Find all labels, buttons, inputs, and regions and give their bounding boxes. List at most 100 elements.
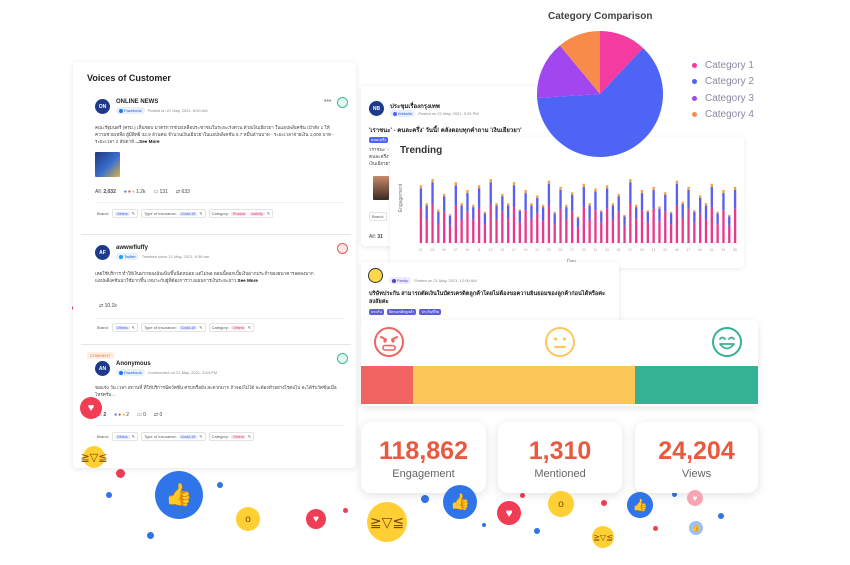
bar-segment <box>605 208 609 243</box>
bar-segment <box>600 210 603 212</box>
brand-tag-select[interactable]: Others ✎ <box>111 432 138 441</box>
bar-segment <box>588 203 591 206</box>
post-item[interactable]: ON ONLINE NEWS Facebook Posted on 21 May… <box>95 97 350 177</box>
bar-segment <box>460 205 463 220</box>
post-meta: Tweeted since 21 May, 2021, 9:38 am <box>141 254 210 259</box>
bar-segment <box>617 211 620 243</box>
bar-segment <box>733 189 737 209</box>
bar-segment <box>419 185 423 189</box>
insurance-tag-select[interactable]: Type of Insurance: Covid-19 ✎ <box>140 432 206 441</box>
sentiment-card <box>361 320 758 406</box>
insurance-tag-select[interactable]: Type of Insurance: Covid-19 ✎ <box>140 323 206 332</box>
bar-segment <box>635 207 638 220</box>
bar-segment <box>507 218 510 243</box>
bar-segment <box>507 205 510 219</box>
bar-segment <box>710 186 713 208</box>
see-more-link[interactable]: ...See More <box>135 139 160 144</box>
bar-segment <box>623 216 626 226</box>
see-more-link[interactable]: See More <box>237 278 258 283</box>
decor-dot <box>601 500 607 506</box>
negative-segment <box>361 366 413 404</box>
x-tick-label: 25 <box>558 248 562 252</box>
like-reaction-icon: 👍 <box>443 485 477 519</box>
bar-segment <box>565 207 568 220</box>
category-tag-select[interactable]: Category: Product Activity ✎ <box>208 209 274 218</box>
edit-icon: ✎ <box>199 325 203 330</box>
post-thumbnail[interactable] <box>95 152 120 177</box>
trending-title: Trending <box>400 145 443 156</box>
bar-segment <box>681 204 684 219</box>
bar-segment <box>594 210 597 243</box>
negative-sentiment-icon <box>337 243 348 254</box>
bar-segment <box>454 182 457 186</box>
insurance-tag-select[interactable]: Type of Insurance: Covid-19 ✎ <box>140 209 206 218</box>
surprised-emoji-icon: o <box>548 491 574 517</box>
category-tag-select[interactable]: Category: Others ✎ <box>208 432 255 441</box>
angry-face-icon <box>374 327 404 357</box>
x-tick-label: 01 <box>419 248 423 252</box>
brand-tag-select[interactable]: Others ✎ <box>111 323 138 332</box>
decor-dot <box>217 482 223 488</box>
x-tick-label: 27 <box>570 248 574 252</box>
positive-segment <box>634 366 758 404</box>
keyword-chip[interactable]: บัตรเครดิตลูกค้า <box>386 309 417 315</box>
bar-segment <box>495 203 498 206</box>
bar-segment <box>669 213 673 225</box>
avatar: NB <box>369 101 384 116</box>
voices-of-customer-card: Voices of Customer ON ONLINE NEWS Facebo… <box>73 62 356 468</box>
heart-reaction-icon: ♥ <box>497 501 521 525</box>
twitter-icon <box>119 254 123 259</box>
source-badge: Pantip <box>389 277 412 284</box>
bar-segment <box>716 224 719 243</box>
x-tick-label: 03 <box>430 248 434 252</box>
bar-segment <box>699 213 702 243</box>
bar-segment <box>588 205 591 220</box>
bar-segment <box>728 214 731 217</box>
bar-segment <box>571 192 574 195</box>
bar-segment <box>571 211 574 243</box>
bar-segment <box>419 207 423 243</box>
bar-segment <box>693 222 696 243</box>
category-tag-select[interactable]: Category: Others ✎ <box>208 323 255 332</box>
post-text: คณะรัฐมนตรี (ครม.) เห็นชอบ มาตรการช่วยเห… <box>95 125 334 144</box>
bar-segment <box>448 215 452 226</box>
avatar: ON <box>95 99 110 114</box>
post-author: awwwfluffy <box>116 245 149 251</box>
bar-segment <box>617 196 620 212</box>
bar-segment <box>629 182 632 204</box>
x-tick-label: 17 <box>512 248 516 252</box>
bar-segment <box>559 186 562 190</box>
bar-segment <box>477 185 481 189</box>
shares-count: ⇄ 0 <box>153 412 163 418</box>
y-axis-label: Engagement <box>398 183 405 213</box>
bar-segment <box>466 211 469 243</box>
bar-segment <box>425 219 428 243</box>
neutral-segment <box>412 366 635 404</box>
bar-segment <box>559 208 562 243</box>
bar-segment <box>489 182 492 204</box>
bar-segment <box>443 196 446 212</box>
pie-slice-category-3 <box>537 45 600 98</box>
more-options-icon[interactable]: ••• <box>324 98 332 105</box>
bar-segment <box>611 219 615 243</box>
bar-segment <box>605 185 609 189</box>
bar-segment <box>669 211 673 214</box>
mentioned-metric-card: 1,310 Mentioned <box>498 422 622 493</box>
post-item[interactable]: AF awwwfluffy Twitter Tweeted since 21 M… <box>95 243 350 291</box>
bar-segment <box>681 218 684 243</box>
keyword-chip[interactable]: ประกันชีวิต <box>419 309 441 315</box>
brand-tag-select[interactable]: Others ✎ <box>111 209 138 218</box>
decor-dot <box>116 469 125 478</box>
reactions-count: ● ● ● 2 <box>114 412 129 418</box>
post-meta: Posted on 21 May, 2021, 12:09 AM <box>414 278 477 283</box>
x-tick-label: 05 <box>442 248 446 252</box>
keyword-chip[interactable]: ประกัน <box>369 309 384 315</box>
post-item[interactable]: AN Anonymous Facebook Commented on 21 Ma… <box>95 353 350 398</box>
post-text: บริษัทประกัน สามารถตัดเงินในบัตรเครดิตลู… <box>369 291 606 305</box>
bar-segment <box>454 205 457 243</box>
bar-segment <box>576 218 580 228</box>
forum-post-card[interactable]: Pantip Posted on 21 May, 2021, 12:09 AM … <box>361 262 619 324</box>
bar-segment <box>501 193 504 197</box>
post-meta: Posted on 21 May, 2021, 3:29 PM <box>418 111 479 116</box>
bar-segment <box>466 193 469 212</box>
